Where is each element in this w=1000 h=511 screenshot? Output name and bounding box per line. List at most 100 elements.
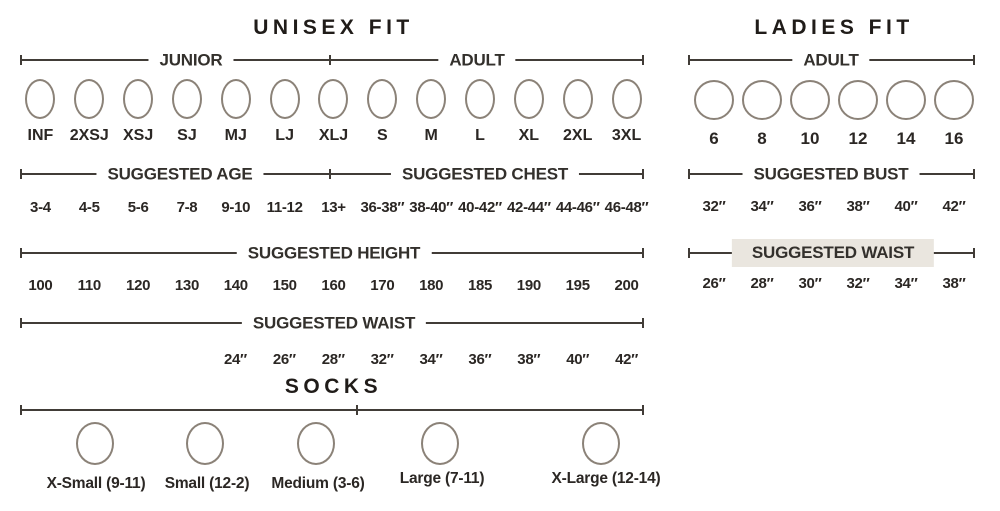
sock-size-option-circle[interactable]	[421, 422, 459, 465]
ladies-size-circles-row	[690, 80, 978, 120]
suggested-age-label: SUGGESTED AGE	[96, 164, 264, 184]
size-label: XLJ	[318, 127, 349, 144]
size-option-circle[interactable]	[416, 79, 447, 119]
junior-group-label: JUNIOR	[148, 50, 234, 70]
height-value: 120	[126, 277, 151, 294]
size-label: LJ	[275, 127, 294, 144]
height-values-row: 100 110 120 130 140 150 160 170 180 185 190 195 200	[16, 278, 651, 293]
ladies-suggested-waist-label: SUGGESTED WAIST	[731, 239, 935, 267]
unisex-size-labels-row: INF 2XSJ XSJ SJ MJ LJ XLJ S M L XL 2XL 3XL	[16, 128, 651, 144]
height-value: 150	[272, 277, 297, 294]
size-option-circle[interactable]	[220, 79, 251, 119]
chest-value: 42-44″	[506, 199, 551, 216]
size-option-circle[interactable]	[513, 79, 544, 119]
suggested-height-label: SUGGESTED HEIGHT	[236, 243, 432, 263]
chest-value: 46-48″	[604, 199, 649, 216]
ladies-size-label: 14	[896, 129, 916, 148]
adult-group-label: ADULT	[438, 50, 516, 70]
ladies-size-option-circle[interactable]	[838, 80, 878, 120]
ladies-size-option-circle[interactable]	[790, 80, 830, 120]
sock-size-circles-row	[16, 422, 651, 465]
size-option-circle[interactable]	[269, 79, 300, 119]
socks-title: SOCKS	[284, 375, 383, 398]
size-label: XSJ	[122, 127, 154, 144]
height-value: 100	[28, 277, 53, 294]
age-value: 13+	[321, 199, 346, 216]
age-chest-scale-line	[20, 169, 644, 179]
height-value: 170	[370, 277, 395, 294]
suggested-chest-label: SUGGESTED CHEST	[390, 164, 580, 184]
bust-value: 40″	[894, 198, 918, 215]
bust-value: 38″	[846, 198, 870, 215]
waist-value: 28″	[321, 351, 345, 368]
junior-adult-scale-line	[20, 55, 644, 65]
ladies-size-label: 16	[944, 129, 964, 148]
socks-divider-tick	[356, 405, 358, 415]
socks-scale-line	[20, 405, 644, 415]
size-option-circle[interactable]	[318, 79, 349, 119]
age-value: 5-6	[127, 199, 149, 216]
height-value: 200	[614, 277, 639, 294]
chest-value: 36-38″	[360, 199, 405, 216]
sock-size-option-circle[interactable]	[186, 422, 224, 465]
size-option-circle[interactable]	[367, 79, 398, 119]
suggested-bust-label: SUGGESTED BUST	[742, 164, 920, 184]
height-value: 195	[565, 277, 590, 294]
size-label: S	[376, 127, 388, 144]
size-option-circle[interactable]	[611, 79, 642, 119]
waist-value: 42″	[615, 351, 639, 368]
waist-value: 24″	[223, 351, 247, 368]
ladies-size-option-circle[interactable]	[934, 80, 974, 120]
size-label: L	[475, 127, 485, 144]
size-label: M	[424, 127, 438, 144]
bust-values-row: 32″ 34″ 36″ 38″ 40″ 42″	[690, 199, 978, 214]
age-value: 4-5	[78, 199, 100, 216]
sock-size-option-circle[interactable]	[76, 422, 114, 465]
size-label: INF	[27, 127, 54, 144]
waist-value: 40″	[566, 351, 590, 368]
waist-value: 36″	[468, 351, 492, 368]
bust-value: 42″	[942, 198, 966, 215]
sock-size-label: Large (7-11)	[399, 470, 485, 487]
ladies-size-labels-row: 6 8 10 12 14 16	[690, 130, 978, 147]
size-option-circle[interactable]	[562, 79, 593, 119]
ladies-waist-value: 38″	[942, 275, 966, 292]
height-value: 180	[419, 277, 444, 294]
ladies-fit-title: LADIES FIT	[754, 16, 914, 39]
ladies-size-option-circle[interactable]	[742, 80, 782, 120]
size-label: MJ	[224, 127, 247, 144]
ladies-size-label: 6	[709, 129, 719, 148]
ladies-size-label: 8	[757, 129, 767, 148]
ladies-waist-values-row: 26″ 28″ 30″ 32″ 34″ 38″	[690, 276, 978, 291]
unisex-size-circles-row	[16, 79, 651, 119]
size-option-circle[interactable]	[123, 79, 154, 119]
sock-size-label: Small (12-2)	[164, 475, 250, 492]
size-option-circle[interactable]	[74, 79, 105, 119]
waist-value: 32″	[370, 351, 394, 368]
age-value: 7-8	[176, 199, 198, 216]
sock-size-option-circle[interactable]	[582, 422, 620, 465]
bust-value: 32″	[702, 198, 726, 215]
age-chest-divider-tick	[329, 169, 331, 179]
ladies-waist-value: 34″	[894, 275, 918, 292]
size-option-circle[interactable]	[25, 79, 56, 119]
ladies-waist-value: 30″	[798, 275, 822, 292]
sock-size-labels-row: X-Small (9-11) Small (12-2) Medium (3-6) La…	[16, 470, 661, 492]
size-option-circle[interactable]	[465, 79, 496, 119]
size-label: 2XL	[563, 127, 593, 144]
size-option-circle[interactable]	[171, 79, 202, 119]
waist-value: 38″	[517, 351, 541, 368]
age-value: 3-4	[30, 199, 51, 216]
ladies-size-option-circle[interactable]	[886, 80, 926, 120]
suggested-waist-label: SUGGESTED WAIST	[241, 313, 427, 333]
height-value: 185	[467, 277, 493, 294]
age-value: 11-12	[266, 199, 303, 216]
ladies-waist-value: 28″	[750, 275, 774, 292]
sock-size-option-circle[interactable]	[297, 422, 335, 465]
sock-size-label: X-Large (12-14)	[551, 470, 661, 487]
height-value: 130	[174, 277, 200, 294]
ladies-size-option-circle[interactable]	[694, 80, 734, 120]
chest-value: 40-42″	[458, 199, 502, 216]
ladies-size-label: 10	[800, 129, 820, 148]
size-label: XL	[518, 127, 540, 144]
